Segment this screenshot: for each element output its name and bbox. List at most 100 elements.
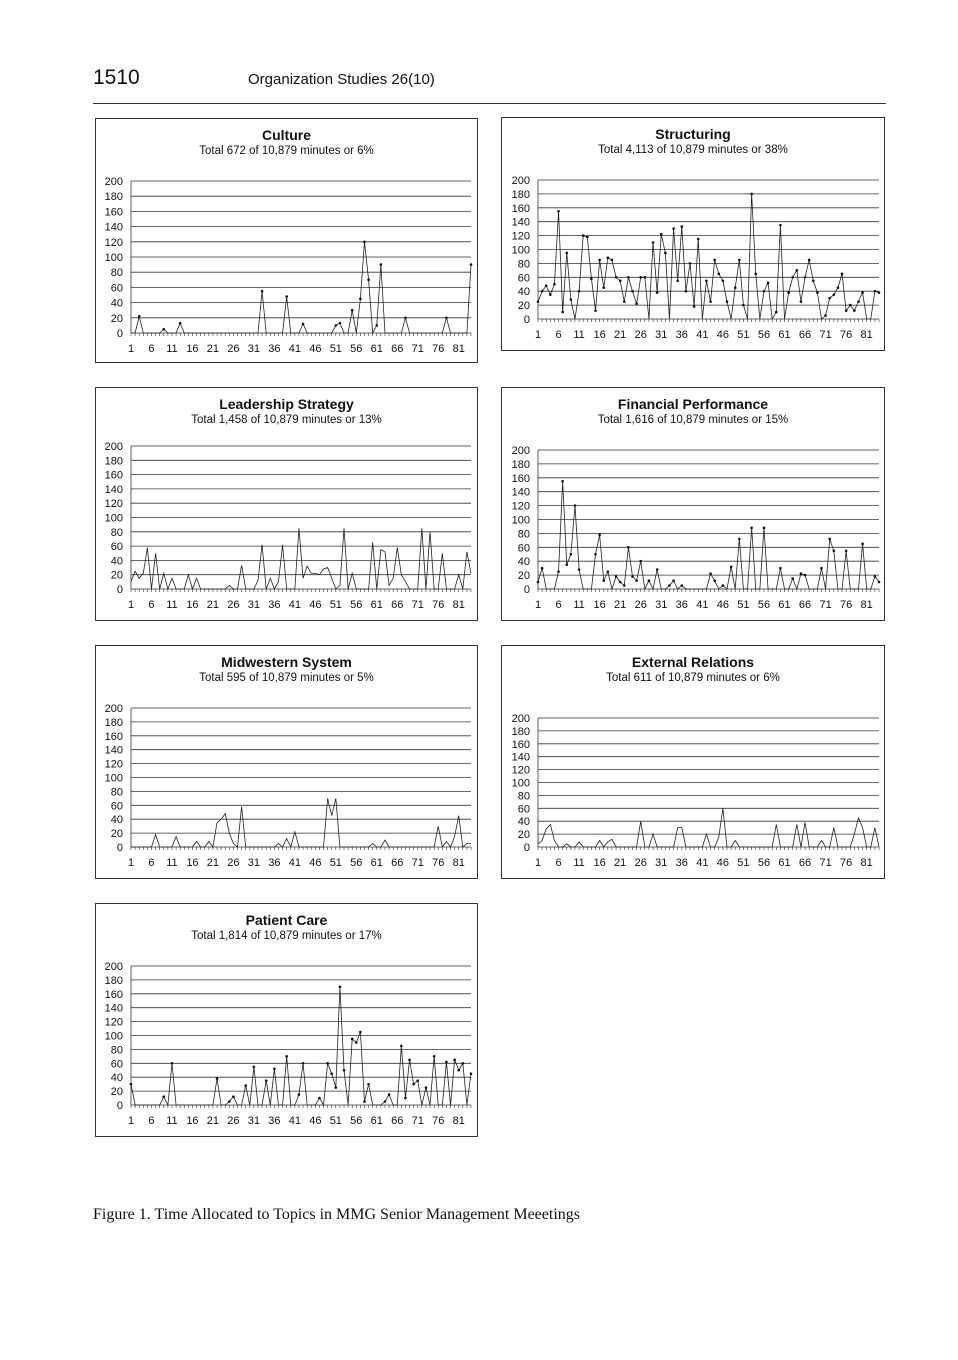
y-tick-label: 80 [111,267,123,279]
data-point [301,1062,305,1065]
data-point [857,300,860,303]
y-tick-label: 0 [524,314,530,326]
x-tick-label: 81 [453,1115,465,1127]
data-point [404,316,407,320]
y-tick-label: 60 [518,272,530,284]
y-tick-label: 100 [105,252,123,264]
data-point [627,276,630,279]
data-point [779,223,782,227]
data-point [622,300,626,303]
x-tick-label: 31 [248,1115,260,1127]
data-point [540,289,544,293]
data-point [469,1072,473,1076]
data-point [565,251,569,255]
data-point [861,542,864,546]
data-point [861,291,864,294]
x-tick-label: 51 [330,343,342,355]
x-tick-label: 61 [778,857,790,869]
data-point [602,579,606,582]
y-tick-label: 20 [518,300,530,312]
data-point [297,1093,301,1096]
x-tick-label: 71 [819,857,831,869]
data-point [853,309,856,312]
data-point [326,1062,329,1065]
y-tick-label: 100 [105,513,123,525]
data-point [762,289,766,293]
y-tick-label: 0 [117,842,123,854]
page-number: 1510 [93,66,140,89]
x-tick-label: 21 [614,599,626,611]
x-tick-label: 66 [799,599,811,611]
data-point [618,580,622,584]
data-point [375,324,379,327]
x-tick-label: 76 [432,1115,444,1127]
x-tick-label: 11 [166,599,177,611]
x-tick-label: 11 [166,1115,177,1127]
x-tick-label: 41 [289,599,301,611]
y-tick-label: 160 [512,739,530,751]
data-point [836,286,840,290]
data-point [766,281,770,285]
series-line [131,241,472,335]
x-tick-label: 71 [412,857,424,869]
x-tick-label: 41 [696,857,708,869]
y-tick-label: 40 [111,814,123,826]
data-point [639,276,643,279]
data-point [631,575,634,578]
x-tick-label: 61 [778,599,790,611]
x-tick-label: 51 [330,1115,342,1127]
x-tick-label: 16 [594,599,606,611]
x-tick-label: 36 [268,343,280,355]
data-point [424,1086,428,1089]
y-tick-label: 60 [111,1058,123,1070]
data-point [162,327,166,331]
data-point [285,1055,288,1058]
x-tick-label: 76 [840,599,852,611]
data-point [742,303,745,307]
data-point [178,321,182,325]
x-tick-label: 81 [453,343,465,355]
data-point [590,277,593,280]
x-tick-label: 1 [535,599,541,611]
chart-subtitle: Total 1,814 of 10,879 minutes or 17% [191,930,382,942]
data-point [536,300,540,303]
data-point [273,1067,276,1071]
x-tick-label: 56 [758,857,770,869]
data-point [569,298,573,301]
data-point [803,276,807,279]
x-tick-label: 16 [186,1115,198,1127]
data-point [557,570,560,573]
x-tick-label: 66 [799,329,811,341]
chart-panel-culture: Culture Total 672 of 10,879 minutes or 6… [95,118,478,363]
data-point [540,566,544,570]
data-point [606,570,610,573]
y-tick-label: 120 [105,759,123,771]
data-point [713,258,716,262]
series-line [131,798,471,849]
data-point [573,504,577,507]
data-point [750,192,753,196]
y-tick-label: 100 [512,778,530,790]
y-tick-label: 40 [518,816,530,828]
y-tick-label: 40 [518,556,530,568]
x-tick-label: 41 [289,343,301,355]
chart-title: Midwestern System [221,654,352,670]
data-point [383,1100,387,1103]
y-tick-label: 20 [518,570,530,582]
data-point [672,227,675,230]
y-tick-label: 20 [111,1086,123,1098]
x-tick-label: 56 [758,329,770,341]
data-point [721,279,725,283]
chart-panel-midwestern-system: Midwestern System Total 595 of 10,879 mi… [95,645,478,879]
data-point [544,284,548,287]
data-point [264,1079,268,1082]
data-point [614,276,618,279]
data-point [355,1041,358,1044]
data-point [569,552,573,556]
y-tick-label: 100 [512,515,530,527]
x-tick-label: 21 [614,857,626,869]
data-point [359,1030,362,1034]
